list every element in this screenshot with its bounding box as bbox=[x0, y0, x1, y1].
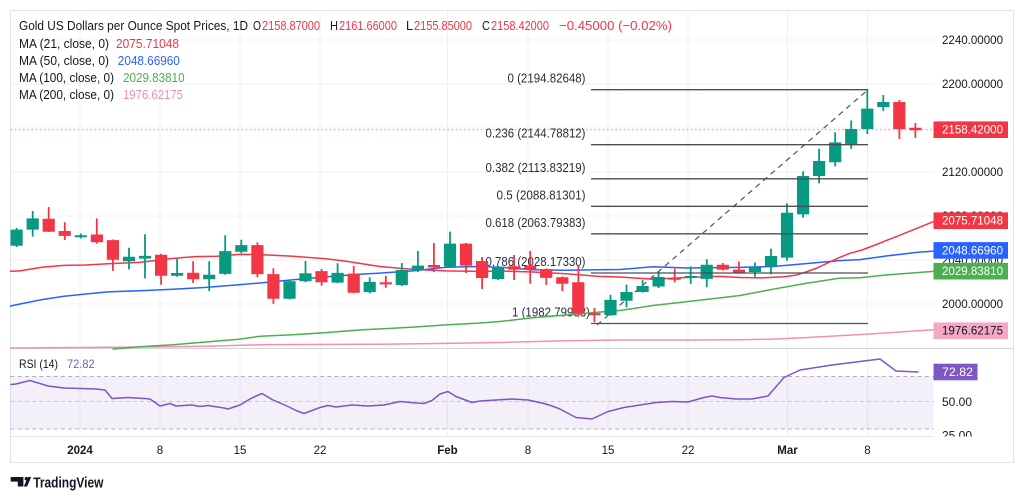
svg-text:2158.87000: 2158.87000 bbox=[262, 18, 320, 33]
svg-text:Feb: Feb bbox=[437, 445, 457, 457]
svg-text:8: 8 bbox=[157, 445, 163, 457]
svg-text:2000.00000: 2000.00000 bbox=[942, 299, 1003, 311]
svg-text:0.786 (2028.17330): 0.786 (2028.17330) bbox=[486, 255, 586, 269]
svg-text:2120.00000: 2120.00000 bbox=[942, 167, 1003, 179]
svg-text:15: 15 bbox=[234, 445, 247, 457]
svg-text:Gold US Dollars per Ounce Spot: Gold US Dollars per Ounce Spot Prices, 1… bbox=[19, 18, 248, 33]
svg-text:22: 22 bbox=[314, 445, 327, 457]
svg-text:0.236 (2144.78812): 0.236 (2144.78812) bbox=[486, 127, 586, 141]
svg-text:L: L bbox=[406, 18, 413, 33]
svg-text:2075.71048: 2075.71048 bbox=[942, 216, 1003, 228]
svg-text:2161.66000: 2161.66000 bbox=[339, 18, 397, 33]
svg-text:50.00: 50.00 bbox=[942, 397, 972, 409]
svg-text:2048.66960: 2048.66960 bbox=[942, 245, 1003, 257]
svg-text:2075.71048: 2075.71048 bbox=[116, 36, 179, 51]
svg-text:2200.00000: 2200.00000 bbox=[942, 79, 1003, 91]
svg-text:−0.45000 (−0.02%): −0.45000 (−0.02%) bbox=[559, 18, 672, 33]
svg-text:H: H bbox=[330, 18, 338, 33]
svg-text:15: 15 bbox=[602, 445, 615, 457]
svg-text:8: 8 bbox=[525, 445, 531, 457]
svg-text:Mar: Mar bbox=[777, 445, 798, 457]
svg-text:2029.83810: 2029.83810 bbox=[942, 266, 1003, 278]
svg-text:2158.42000: 2158.42000 bbox=[491, 18, 549, 33]
svg-text:MA (200, close, 0): MA (200, close, 0) bbox=[19, 87, 114, 102]
svg-text:O: O bbox=[253, 18, 261, 33]
svg-text:2155.85000: 2155.85000 bbox=[414, 18, 472, 33]
svg-text:1976.62175: 1976.62175 bbox=[942, 326, 1003, 338]
svg-text:2158.42000: 2158.42000 bbox=[942, 125, 1003, 137]
svg-text:2240.00000: 2240.00000 bbox=[942, 35, 1003, 47]
svg-text:C: C bbox=[482, 18, 490, 33]
svg-text:0.382 (2113.83219): 0.382 (2113.83219) bbox=[486, 161, 586, 175]
svg-text:2024: 2024 bbox=[67, 445, 93, 457]
svg-text:MA (50, close, 0): MA (50, close, 0) bbox=[19, 53, 109, 68]
svg-text:72.82: 72.82 bbox=[67, 357, 95, 371]
svg-text:1 (1982.79953): 1 (1982.79953) bbox=[512, 306, 590, 320]
svg-text:0.618 (2063.79383): 0.618 (2063.79383) bbox=[486, 216, 586, 230]
svg-text:25.00: 25.00 bbox=[942, 431, 972, 443]
svg-text:0.5 (2088.81301): 0.5 (2088.81301) bbox=[497, 188, 586, 202]
svg-text:0 (2194.82648): 0 (2194.82648) bbox=[508, 72, 586, 86]
svg-text:72.82: 72.82 bbox=[942, 367, 973, 379]
svg-text:MA (100, close, 0): MA (100, close, 0) bbox=[19, 70, 114, 85]
svg-text:RSI (14): RSI (14) bbox=[19, 357, 58, 371]
svg-text:1976.62175: 1976.62175 bbox=[123, 87, 183, 102]
svg-text:8: 8 bbox=[864, 445, 870, 457]
svg-text:22: 22 bbox=[682, 445, 695, 457]
svg-text:TradingView: TradingView bbox=[33, 476, 104, 492]
svg-text:2029.83810: 2029.83810 bbox=[123, 70, 185, 85]
svg-text:2048.66960: 2048.66960 bbox=[118, 53, 180, 68]
svg-text:MA (21, close, 0): MA (21, close, 0) bbox=[19, 36, 109, 51]
